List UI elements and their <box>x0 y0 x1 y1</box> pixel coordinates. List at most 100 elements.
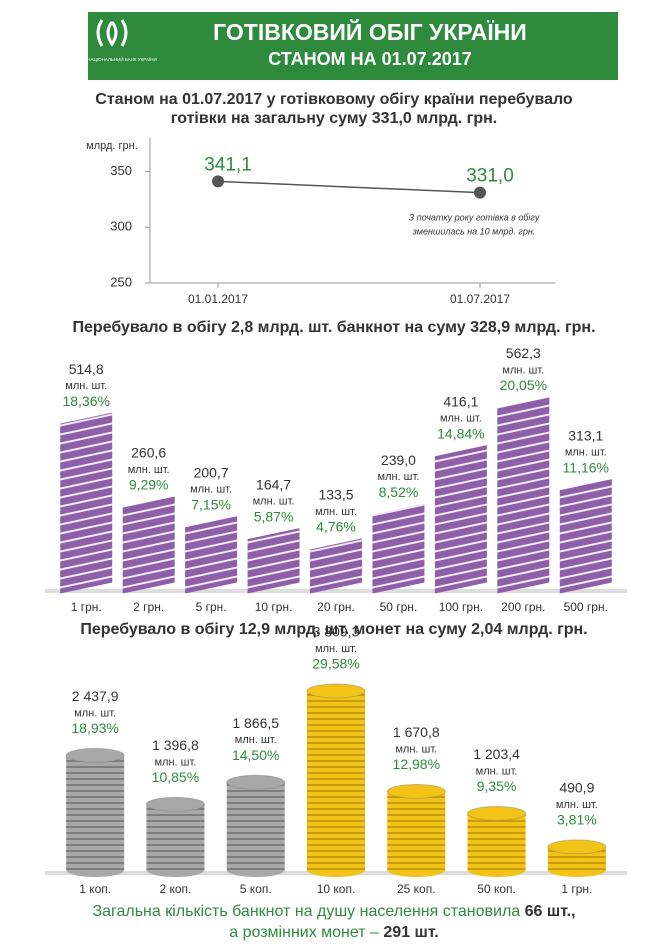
x-tick-label: 1 коп. <box>79 882 111 896</box>
unit-label: млн. шт. <box>378 471 420 483</box>
coin-top <box>386 783 446 799</box>
x-tick-label: 5 коп. <box>240 882 272 896</box>
header-band <box>88 12 618 80</box>
unit-label: млн. шт. <box>440 413 482 425</box>
value-label: 200,7 <box>194 464 229 480</box>
unit-label: млн. шт. <box>65 380 107 392</box>
logo-icon <box>96 19 128 47</box>
banknote-stack <box>185 516 238 594</box>
y-tick-label: 350 <box>110 163 132 178</box>
banknote-stack <box>497 396 550 594</box>
footer-value: 66 шт., <box>525 903 576 920</box>
unit-label: млн. шт. <box>128 464 170 476</box>
value-label: 416,1 <box>443 393 478 409</box>
share-label: 5,87% <box>254 508 294 524</box>
footer-text: Загальна кількість банкнот на душу насел… <box>92 903 520 920</box>
x-tick-label: 50 коп. <box>477 882 516 896</box>
value-label: 1 866,5 <box>232 715 279 731</box>
value-label: 1 396,8 <box>152 737 199 753</box>
stack <box>65 747 125 877</box>
coin-stack <box>307 690 365 870</box>
x-tick-label: 1 грн. <box>561 882 592 896</box>
x-tick-label: 20 грн. <box>317 600 355 614</box>
value-label: 260,6 <box>131 445 166 461</box>
stack <box>547 839 607 877</box>
footer-text: а розмінних монет – <box>229 924 379 941</box>
x-tick-label: 5 грн. <box>196 600 227 614</box>
point <box>212 175 224 188</box>
share-label: 18,36% <box>62 393 109 409</box>
share-label: 9,29% <box>129 477 169 493</box>
unit-label: млн. шт. <box>235 734 277 746</box>
value-label: 2 437,9 <box>72 688 119 704</box>
share-label: 12,98% <box>393 756 440 772</box>
chart-title: готівки на загальну суму 331,0 млрд. грн… <box>171 110 497 127</box>
chart-title: Перебувало в обігу 12,9 млрд. шт. монет … <box>80 621 587 638</box>
coin-top <box>226 774 286 790</box>
banknote-stack <box>372 503 425 594</box>
share-label: 20,05% <box>500 377 547 393</box>
share-label: 8,52% <box>379 484 419 500</box>
value-label: 490,9 <box>559 780 594 796</box>
x-tick-label: 25 коп. <box>397 882 436 896</box>
unit-label: млн. шт. <box>395 743 437 755</box>
banknote-stack <box>247 528 300 594</box>
header-subtitle: СТАНОМ НА 01.07.2017 <box>268 49 472 69</box>
unit-label: млн. шт. <box>315 506 357 518</box>
x-tick-label: 100 грн. <box>439 600 483 614</box>
chart-title: Перебувало в обігу 2,8 млрд. шт. банкнот… <box>72 319 595 336</box>
coin-top <box>306 683 366 699</box>
value-label: 3 809,3 <box>313 624 360 640</box>
coin-stack <box>387 791 446 870</box>
stack <box>386 783 446 877</box>
unit-label: млн. шт. <box>476 765 518 777</box>
banknote-stack <box>310 538 362 594</box>
footer: Загальна кількість банкнот на душу насел… <box>92 903 575 920</box>
value-label: 1 203,4 <box>473 746 520 762</box>
stack <box>497 396 550 594</box>
footer: а розмінних монет – 291 шт. <box>229 924 439 941</box>
share-label: 3,81% <box>557 812 597 828</box>
unit-label: млн. шт. <box>565 447 607 459</box>
header-title: ГОТІВКОВИЙ ОБІГ УКРАЇНИ <box>213 18 527 45</box>
value-label: 514,8 <box>69 361 104 377</box>
x-tick-label: 01.01.2017 <box>188 292 248 306</box>
x-tick-label: 01.07.2017 <box>450 292 510 306</box>
annotation: З початку року готівка в обігу <box>409 212 540 222</box>
coin-stack <box>467 813 526 870</box>
share-label: 9,35% <box>477 778 517 794</box>
share-label: 11,16% <box>563 459 609 475</box>
share-label: 14,50% <box>232 747 279 763</box>
coin-stack <box>226 782 285 870</box>
unit-label: млн. шт. <box>190 484 232 496</box>
banknote-stack <box>559 479 612 594</box>
x-tick-label: 1 грн. <box>71 600 102 614</box>
stack <box>60 412 113 594</box>
value-label: 1 670,8 <box>393 724 440 740</box>
point <box>474 186 486 199</box>
x-tick-label: 10 коп. <box>317 882 356 896</box>
share-label: 18,93% <box>71 720 118 736</box>
unit-label: млн. шт. <box>556 799 598 811</box>
stack <box>122 496 175 594</box>
share-label: 4,76% <box>316 519 356 535</box>
value-label: 331,0 <box>466 166 514 187</box>
y-tick-label: 250 <box>110 274 132 289</box>
chart-title: Станом на 01.07.2017 у готівковому обігу… <box>95 91 573 108</box>
annotation: зменшилась на 10 млрд. грн. <box>412 226 536 236</box>
x-tick-label: 500 грн. <box>564 600 608 614</box>
unit-label: млн. шт. <box>154 756 196 768</box>
unit-label: млн. шт. <box>253 496 295 508</box>
value-label: 239,0 <box>381 452 416 468</box>
stack <box>185 516 238 594</box>
x-tick-label: 2 коп. <box>159 882 191 896</box>
stack <box>559 479 612 594</box>
y-tick-label: 300 <box>110 219 132 234</box>
coin-top <box>65 747 125 763</box>
unit-label: млн. шт. <box>502 364 544 376</box>
stack <box>434 445 487 594</box>
stack <box>467 805 527 877</box>
banknote-stack <box>122 496 175 594</box>
value-label: 164,7 <box>256 476 291 492</box>
